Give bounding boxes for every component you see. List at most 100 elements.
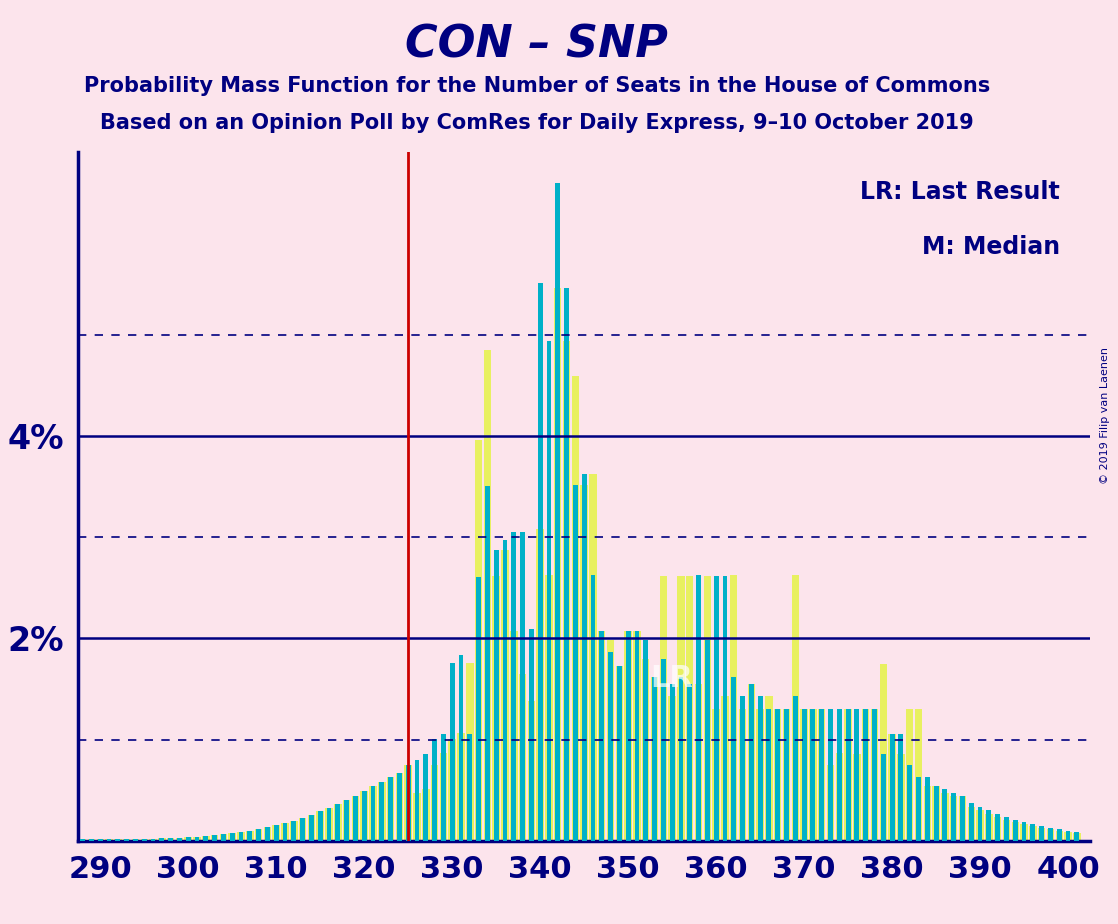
Bar — [617, 665, 622, 841]
Bar — [642, 659, 650, 841]
Bar — [872, 710, 877, 841]
Bar — [1040, 826, 1044, 841]
Bar — [1004, 817, 1008, 841]
Bar — [115, 839, 121, 841]
Bar — [89, 839, 94, 841]
Bar — [828, 710, 833, 841]
Bar — [811, 710, 815, 841]
Bar — [484, 350, 491, 841]
Bar — [565, 288, 569, 841]
Bar — [485, 485, 490, 841]
Bar — [880, 663, 887, 841]
Text: Based on an Opinion Poll by ComRes for Daily Express, 9–10 October 2019: Based on an Opinion Poll by ComRes for D… — [100, 113, 974, 133]
Bar — [633, 631, 641, 841]
Bar — [228, 833, 236, 841]
Bar — [80, 839, 85, 841]
Bar — [616, 665, 623, 841]
Bar — [713, 576, 719, 841]
Bar — [503, 541, 508, 841]
Bar — [951, 794, 956, 841]
Bar — [256, 829, 260, 841]
Bar — [475, 440, 482, 841]
Bar — [538, 283, 542, 841]
Bar — [845, 710, 851, 841]
Bar — [520, 532, 525, 841]
Bar — [335, 805, 340, 841]
Bar — [501, 551, 509, 841]
Bar — [378, 782, 386, 841]
Bar — [467, 734, 472, 841]
Bar — [765, 696, 773, 841]
Bar — [862, 710, 870, 841]
Bar — [1030, 826, 1036, 841]
Bar — [670, 684, 674, 841]
Bar — [660, 576, 667, 841]
Bar — [932, 786, 940, 841]
Bar — [827, 765, 834, 841]
Bar — [661, 659, 665, 841]
Bar — [819, 710, 824, 841]
Bar — [906, 710, 913, 841]
Bar — [414, 794, 420, 841]
Bar — [1031, 823, 1035, 841]
Bar — [195, 837, 199, 841]
Bar — [977, 808, 983, 841]
Bar — [969, 803, 974, 841]
Bar — [783, 710, 790, 841]
Bar — [230, 833, 235, 841]
Text: CON – SNP: CON – SNP — [405, 23, 669, 67]
Bar — [731, 677, 736, 841]
Bar — [757, 710, 764, 841]
Bar — [793, 696, 798, 841]
Bar — [995, 813, 1001, 841]
Bar — [643, 640, 648, 841]
Bar — [79, 839, 86, 841]
Bar — [439, 753, 447, 841]
Bar — [721, 696, 729, 841]
Bar — [343, 800, 350, 841]
Bar — [246, 831, 254, 841]
Bar — [556, 183, 560, 841]
Bar — [220, 833, 227, 841]
Bar — [325, 808, 333, 841]
Bar — [202, 836, 209, 841]
Bar — [967, 808, 975, 841]
Bar — [934, 786, 938, 841]
Bar — [853, 754, 861, 841]
Bar — [703, 576, 711, 841]
Bar — [730, 575, 738, 841]
Text: M: Median: M: Median — [921, 235, 1060, 259]
Bar — [792, 575, 799, 841]
Bar — [581, 474, 587, 841]
Bar — [369, 786, 377, 841]
Text: Probability Mass Function for the Number of Seats in the House of Commons: Probability Mass Function for the Number… — [84, 76, 989, 96]
Bar — [598, 631, 606, 841]
Bar — [458, 654, 463, 841]
Bar — [669, 696, 676, 841]
Bar — [1074, 832, 1079, 841]
Bar — [694, 684, 702, 841]
Bar — [193, 837, 201, 841]
Bar — [114, 839, 122, 841]
Bar — [123, 839, 131, 841]
Bar — [1003, 820, 1011, 841]
Bar — [651, 677, 659, 841]
Bar — [282, 822, 288, 841]
Bar — [589, 474, 597, 841]
Bar — [133, 839, 138, 841]
Bar — [151, 839, 155, 841]
Bar — [106, 839, 112, 841]
Bar — [334, 805, 341, 841]
Bar — [908, 765, 912, 841]
Bar — [160, 838, 164, 841]
Bar — [177, 838, 182, 841]
Bar — [440, 734, 446, 841]
Bar — [889, 734, 896, 841]
Bar — [184, 837, 192, 841]
Bar — [818, 710, 825, 841]
Bar — [976, 810, 984, 841]
Bar — [494, 551, 499, 841]
Bar — [406, 765, 410, 841]
Bar — [800, 710, 808, 841]
Bar — [396, 773, 404, 841]
